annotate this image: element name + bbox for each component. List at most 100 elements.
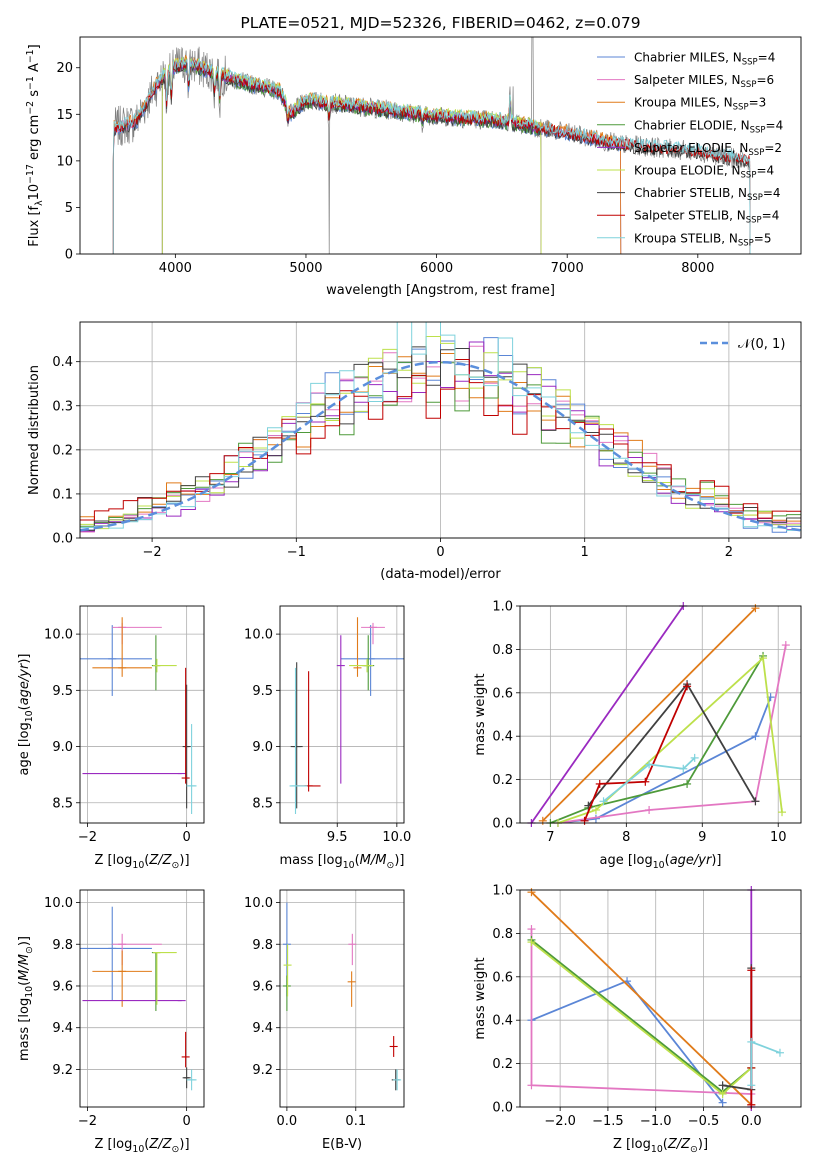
axes-frame (79, 321, 802, 539)
y-tick-label: 9.4 (252, 1021, 273, 1036)
y-axis-label: mass [log10(M/M⊙)] (17, 936, 35, 1061)
errorbar-point (362, 635, 375, 691)
y-axis-label: Flux [fλ10−17 erg cm−2 s−1 A−1] (25, 44, 45, 246)
x-tick-label: 0 (182, 1114, 190, 1129)
label-part: ( (17, 981, 32, 986)
legend-text: Salpeter ELODIE, N (634, 141, 748, 155)
y-axis-label: mass weight (473, 673, 488, 755)
y-tick-label: 0.6 (492, 686, 513, 701)
y-tick-label: 0.1 (52, 487, 73, 502)
legend-label: Salpeter STELIB, NSSP=4 (634, 209, 779, 226)
x-tick-label: −1.0 (640, 1114, 672, 1129)
errorbar-point (289, 667, 308, 815)
x-tick-label: 9.5 (327, 830, 348, 845)
y-axis-label: Normed distribution (27, 365, 42, 495)
label-part: ( (665, 853, 670, 868)
y-tick-label: 1.0 (492, 884, 513, 899)
y-tick-label: 9.8 (52, 938, 73, 953)
label-part: mass [log (17, 998, 32, 1061)
legend-sub: SSP (748, 148, 764, 158)
y-tick-label: 10 (56, 154, 73, 169)
label-part: −17 (25, 164, 36, 184)
y-tick-label: 0.0 (492, 817, 513, 832)
weight-line-kroupa-stelib (602, 757, 696, 802)
y-tick-label: 10.0 (244, 896, 273, 911)
y-tick-label: 8.5 (52, 796, 73, 811)
label-part: λ (34, 200, 45, 206)
legend-label: 𝒩(0, 1) (738, 337, 785, 352)
x-tick-label: 0.0 (277, 1114, 298, 1129)
legend-tail: =4 (758, 51, 776, 65)
model-line-salpeter-miles (112, 58, 622, 254)
errorbar-point (348, 933, 357, 966)
y-tick-label: 0.4 (492, 1014, 513, 1029)
weight-line-salpeter-stelib (583, 685, 688, 822)
legend-label: Chabrier MILES, NSSP=4 (634, 51, 775, 68)
legend-tail: =4 (766, 118, 784, 132)
label-part: 10 (651, 1144, 663, 1155)
chart-title: PLATE=0521, MJD=52326, FIBERID=0462, z=0… (240, 14, 640, 32)
x-tick-label: 9 (698, 830, 706, 845)
label-part: )] (179, 1137, 189, 1152)
y-tick-label: 10.0 (44, 896, 73, 911)
errorbar-point (336, 635, 345, 784)
x-tick-label: 0 (436, 545, 444, 560)
y-tick-label: 9.8 (252, 938, 273, 953)
x-tick-label: −2 (78, 830, 97, 845)
label-part: mass [log (280, 853, 343, 868)
y-axis-label: mass weight (473, 957, 488, 1039)
mass-vs-EBV-panel: 0.0 0.1 9.2 9.4 9.6 9.8 10.0 E(B-V) (244, 889, 405, 1152)
legend-tail: =6 (756, 73, 774, 87)
histogram-kroupa-stelib (80, 322, 801, 532)
normal-curve (80, 360, 801, 532)
label-part: 10 (132, 1144, 144, 1155)
label-part: ⊙ (172, 1144, 180, 1155)
weight-line-salpeter-miles (530, 929, 752, 1095)
label-part: )] (17, 936, 32, 946)
axes-frame (279, 889, 405, 1108)
weight-line-chabrier-elodie (550, 655, 764, 823)
x-tick-label: 5000 (289, 261, 322, 276)
x-axis-label: age [log10(age/yr)] (599, 853, 721, 871)
label-part: erg cm (27, 115, 42, 164)
label-part: ( (355, 853, 360, 868)
label-part: ⊙ (690, 1144, 698, 1155)
age-vs-mass-panel: 9.5 10.0 8.5 9.0 9.5 10.0 mass [log10(M/M⊙)] (244, 605, 411, 871)
label-part: Z [log (94, 853, 132, 868)
errorbar-point (151, 952, 160, 1012)
model-line-chabrier-miles (112, 61, 622, 254)
legend-text: Salpeter MILES, N (634, 73, 741, 87)
legend-sub: SSP (733, 103, 749, 113)
label-part: ] (27, 44, 42, 49)
errorbar-point (393, 1069, 402, 1091)
legend-text: Salpeter STELIB, N (634, 209, 746, 223)
legend-label: Salpeter ELODIE, NSSP=2 (634, 141, 782, 158)
label-part: M/M (17, 954, 32, 981)
y-tick-label: 20 (56, 61, 73, 76)
legend-tail: =4 (756, 164, 774, 178)
errorbar-point (361, 622, 385, 645)
age-vs-Z-panel: −2 08.59.09.510.0Z [log10(Z/Z⊙)]age [log1… (17, 605, 205, 871)
errorbar-point (282, 975, 291, 1012)
x-tick-label: 0.0 (741, 1114, 762, 1129)
axes-frame (79, 605, 205, 824)
label-part: Z/Z (667, 1137, 691, 1152)
x-tick-label: 1 (581, 545, 589, 560)
label-part: age/yr (670, 853, 713, 868)
y-tick-label: 9.0 (52, 740, 73, 755)
label-part: A (27, 63, 42, 76)
legend-tail: =5 (754, 231, 772, 245)
label-part: )] (698, 1137, 708, 1152)
errorbar-point (290, 662, 303, 809)
x-tick-label: −2 (143, 545, 162, 560)
y-tick-label: 0.2 (492, 773, 513, 788)
axes-frame (279, 605, 405, 824)
errorbar-point (389, 1036, 398, 1057)
weight-line-kroupa-elodie (530, 941, 752, 1096)
x-axis-label: (data-model)/error (380, 567, 501, 582)
errorbar-point (80, 906, 152, 1001)
label-part: −1 (25, 76, 36, 90)
y-tick-label: 10.0 (244, 628, 273, 643)
y-tick-label: 9.2 (52, 1063, 73, 1078)
